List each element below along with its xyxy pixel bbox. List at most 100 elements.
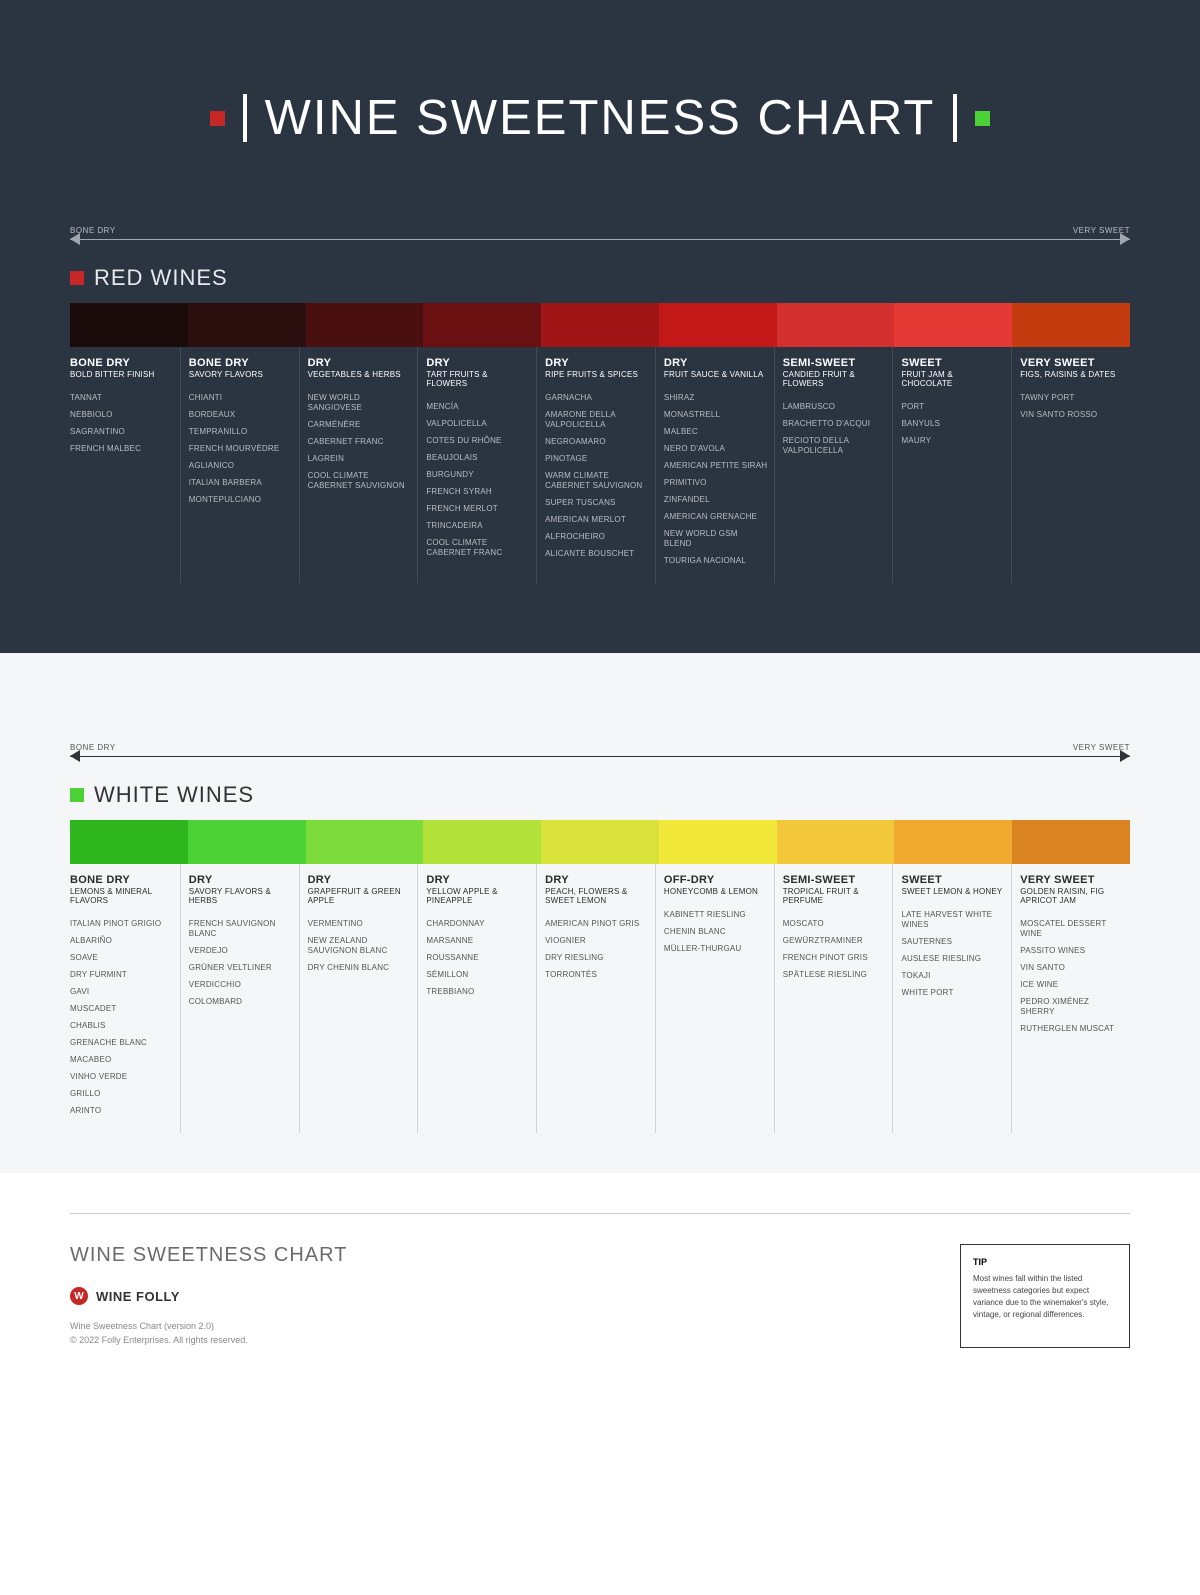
- color-swatch: [188, 303, 306, 347]
- wine-item: TEMPRANILLO: [189, 427, 293, 437]
- wine-item: RUTHERGLEN MUSCAT: [1020, 1024, 1124, 1034]
- category-subtitle: PEACH, FLOWERS & SWEET LEMON: [545, 887, 649, 905]
- wine-item: COLOMBARD: [189, 997, 293, 1007]
- wine-item: CARMÉNÈRE: [308, 420, 412, 430]
- wine-item: GRILLO: [70, 1089, 174, 1099]
- wine-item: FRENCH SAUVIGNON BLANC: [189, 919, 293, 939]
- main-title: WINE SWEETNESS CHART: [265, 90, 936, 146]
- white-columns: BONE DRYLEMONS & MINERAL FLAVORSITALIAN …: [70, 864, 1130, 1133]
- wine-item: VERMENTINO: [308, 919, 412, 929]
- category-column: SWEETSWEET LEMON & HONEYLATE HARVEST WHI…: [892, 864, 1011, 1133]
- category-title: DRY: [189, 874, 293, 886]
- wine-item: MENCÍA: [426, 402, 530, 412]
- category-column: SWEETFRUIT JAM & CHOCOLATEPORTBANYULSMAU…: [892, 347, 1011, 583]
- wine-folly-logo-icon: W: [70, 1287, 88, 1305]
- wine-item: VIOGNIER: [545, 936, 649, 946]
- color-swatch: [188, 820, 306, 864]
- wine-item: GARNACHA: [545, 393, 649, 403]
- wine-item: TREBBIANO: [426, 987, 530, 997]
- wine-item: MÜLLER-THURGAU: [664, 944, 768, 954]
- wine-item: NEBBIOLO: [70, 410, 174, 420]
- wine-item: TANNAT: [70, 393, 174, 403]
- category-subtitle: LEMONS & MINERAL FLAVORS: [70, 887, 174, 905]
- category-column: DRYTART FRUITS & FLOWERSMENCÍAVALPOLICEL…: [417, 347, 536, 583]
- wine-item: VINHO VERDE: [70, 1072, 174, 1082]
- wine-item: AMERICAN PETITE SIRAH: [664, 461, 768, 471]
- wine-item: AGLIANICO: [189, 461, 293, 471]
- footer-rule: [70, 1213, 1130, 1214]
- wine-item: FRENCH SYRAH: [426, 487, 530, 497]
- wine-item: PASSITO WINES: [1020, 946, 1124, 956]
- wine-item: KABINETT RIESLING: [664, 910, 768, 920]
- category-column: VERY SWEETFIGS, RAISINS & DATESTAWNY POR…: [1011, 347, 1130, 583]
- wine-item: COOL CLIMATE CABERNET SAUVIGNON: [308, 471, 412, 491]
- white-scale-labels: BONE DRY VERY SWEET: [70, 743, 1130, 752]
- white-wines-section: BONE DRY VERY SWEET WHITE WINES BONE DRY…: [0, 653, 1200, 1173]
- wine-item: BANYULS: [901, 419, 1005, 429]
- category-subtitle: SWEET LEMON & HONEY: [901, 887, 1005, 896]
- category-title: BONE DRY: [189, 357, 293, 369]
- category-column: DRYPEACH, FLOWERS & SWEET LEMONAMERICAN …: [536, 864, 655, 1133]
- category-title: OFF-DRY: [664, 874, 768, 886]
- wine-item: CHIANTI: [189, 393, 293, 403]
- wine-item: WARM CLIMATE CABERNET SAUVIGNON: [545, 471, 649, 491]
- color-swatch: [1012, 303, 1130, 347]
- wine-item: RECIOTO DELLA VALPOLICELLA: [783, 436, 887, 456]
- wine-item: MALBEC: [664, 427, 768, 437]
- category-subtitle: FIGS, RAISINS & DATES: [1020, 370, 1124, 379]
- category-subtitle: HONEYCOMB & LEMON: [664, 887, 768, 896]
- tip-text: Most wines fall within the listed sweetn…: [973, 1273, 1117, 1321]
- category-subtitle: TROPICAL FRUIT & PERFUME: [783, 887, 887, 905]
- wine-item: LAMBRUSCO: [783, 402, 887, 412]
- category-subtitle: GOLDEN RAISIN, FIG APRICOT JAM: [1020, 887, 1124, 905]
- category-title: DRY: [545, 357, 649, 369]
- color-swatch: [894, 303, 1012, 347]
- footer-left: WINE SWEETNESS CHART W WINE FOLLY Wine S…: [70, 1244, 347, 1348]
- white-heading-text: WHITE WINES: [94, 782, 254, 808]
- wine-item: NEGROAMARO: [545, 437, 649, 447]
- wine-item: PRIMITIVO: [664, 478, 768, 488]
- wine-item: VERDICCHIO: [189, 980, 293, 990]
- wine-item: NEW ZEALAND SAUVIGNON BLANC: [308, 936, 412, 956]
- red-heading: RED WINES: [70, 265, 1130, 291]
- category-subtitle: VEGETABLES & HERBS: [308, 370, 412, 379]
- category-title: DRY: [426, 874, 530, 886]
- wine-item: DRY RIESLING: [545, 953, 649, 963]
- wine-item: SPÄTLESE RIESLING: [783, 970, 887, 980]
- wine-item: MARSANNE: [426, 936, 530, 946]
- wine-item: TRINCADEIRA: [426, 521, 530, 531]
- footer-brand-text: WINE FOLLY: [96, 1289, 180, 1304]
- category-subtitle: CANDIED FRUIT & FLOWERS: [783, 370, 887, 388]
- wine-item: AMERICAN GRENACHE: [664, 512, 768, 522]
- red-scale-arrow: [70, 239, 1130, 240]
- category-title: DRY: [308, 357, 412, 369]
- wine-item: ALICANTE BOUSCHET: [545, 549, 649, 559]
- tip-title: TIP: [973, 1257, 1117, 1267]
- white-heading: WHITE WINES: [70, 782, 1130, 808]
- wine-item: NEW WORLD SANGIOVESE: [308, 393, 412, 413]
- color-swatch: [1012, 820, 1130, 864]
- wine-item: GAVI: [70, 987, 174, 997]
- white-accent-square: [70, 788, 84, 802]
- color-swatch: [70, 303, 188, 347]
- category-subtitle: TART FRUITS & FLOWERS: [426, 370, 530, 388]
- wine-item: CHENIN BLANC: [664, 927, 768, 937]
- category-title: SEMI-SWEET: [783, 357, 887, 369]
- wine-item: LAGREIN: [308, 454, 412, 464]
- wine-item: WHITE PORT: [901, 988, 1005, 998]
- category-title: DRY: [308, 874, 412, 886]
- color-swatch: [659, 303, 777, 347]
- wine-item: VIN SANTO ROSSO: [1020, 410, 1124, 420]
- category-column: DRYSAVORY FLAVORS & HERBSFRENCH SAUVIGNO…: [180, 864, 299, 1133]
- color-swatch: [70, 820, 188, 864]
- category-title: VERY SWEET: [1020, 357, 1124, 369]
- color-swatch: [423, 303, 541, 347]
- category-title: SEMI-SWEET: [783, 874, 887, 886]
- color-swatch: [894, 820, 1012, 864]
- color-swatch: [541, 303, 659, 347]
- category-column: DRYRIPE FRUITS & SPICESGARNACHAAMARONE D…: [536, 347, 655, 583]
- wine-item: ICE WINE: [1020, 980, 1124, 990]
- wine-item: ARINTO: [70, 1106, 174, 1116]
- category-column: SEMI-SWEETCANDIED FRUIT & FLOWERS LAMBRUS…: [774, 347, 893, 583]
- color-swatch: [423, 820, 541, 864]
